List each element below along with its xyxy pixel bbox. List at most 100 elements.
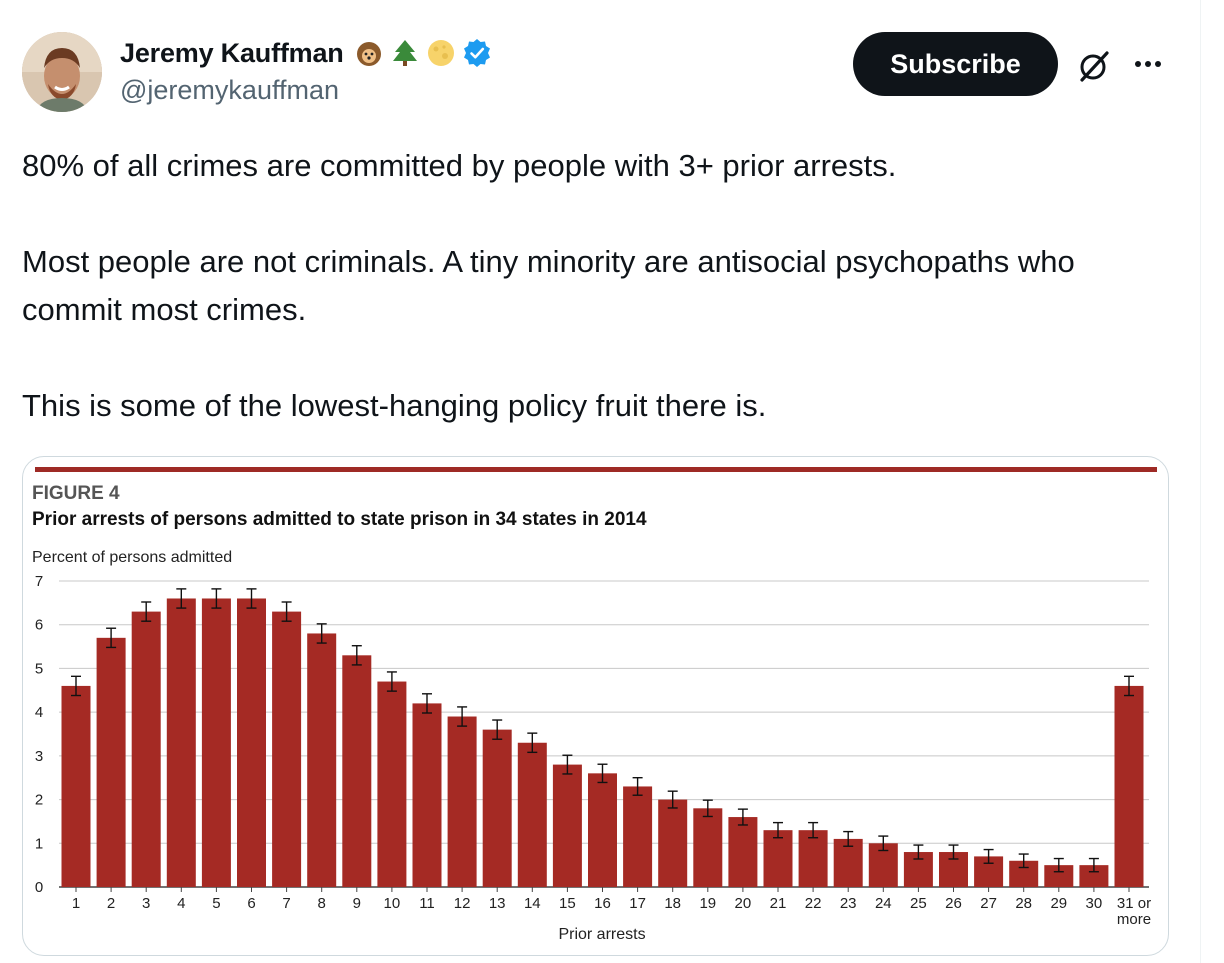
bar-20	[728, 817, 758, 887]
bar-17	[623, 786, 653, 887]
bar-18	[658, 799, 688, 887]
error-bar	[71, 675, 81, 697]
bar-29	[1044, 865, 1074, 887]
x-tick-label: 31 or more	[1117, 895, 1151, 928]
x-tick-label: 12	[454, 895, 471, 912]
evergreen-tree-icon	[392, 40, 417, 66]
avatar[interactable]	[22, 32, 102, 112]
bars	[61, 588, 1144, 887]
x-tick-label: 22	[805, 895, 822, 912]
x-tick-label: 28	[1015, 895, 1032, 912]
x-tick-label: 29	[1050, 895, 1067, 912]
error-bar	[141, 601, 152, 622]
bar-30	[1079, 865, 1109, 887]
x-tick-label: 23	[840, 895, 857, 912]
error-bar	[316, 623, 327, 644]
tweet-paragraph: 80% of all crimes are committed by peopl…	[22, 148, 897, 183]
bar-19	[693, 808, 723, 887]
bar-13	[482, 729, 512, 887]
error-bar	[106, 627, 117, 649]
x-tick-label: 30	[1086, 895, 1103, 912]
full-moon-icon	[427, 40, 454, 66]
bar-14	[517, 742, 547, 887]
error-bar	[1018, 853, 1029, 869]
verified-badge-icon[interactable]	[462, 38, 492, 68]
x-tick-label: 14	[524, 895, 541, 912]
error-bar	[1088, 857, 1099, 873]
x-tick-label: 19	[699, 895, 716, 912]
y-tick-label: 2	[35, 792, 43, 809]
bar-21	[763, 830, 793, 887]
y-tick-label: 0	[35, 879, 43, 896]
error-bar	[702, 799, 713, 818]
error-bar	[913, 844, 924, 860]
tweet-paragraph: This is some of the lowest-hanging polic…	[22, 388, 767, 423]
x-tick-label: 5	[212, 895, 220, 912]
bar-12	[447, 716, 477, 887]
bar-31-or-more	[1114, 685, 1144, 887]
chart-title: Prior arrests of persons admitted to sta…	[32, 509, 647, 530]
error-bar	[948, 844, 959, 860]
bar-chart: FIGURE 4 Prior arrests of persons admitt…	[32, 467, 1157, 943]
y-tick-label: 4	[35, 704, 43, 721]
avatar-image	[22, 32, 102, 112]
bar-6	[237, 598, 266, 887]
author-handle[interactable]: @jeremykauffman	[120, 75, 339, 105]
x-tick-label: 11	[419, 895, 435, 912]
error-bar	[597, 763, 608, 784]
x-tick-label: 13	[489, 895, 506, 912]
x-tick-labels: 1 2 3 4 5 6 7 8 9 10 11 12 13 14 15 16 17 18 19 20 21 22 23 24 2…	[72, 887, 1151, 928]
error-bar	[351, 645, 362, 666]
error-bar	[457, 706, 468, 727]
error-bar	[773, 821, 783, 839]
y-tick-label: 5	[35, 660, 43, 677]
error-bar	[386, 671, 397, 692]
x-tick-label: 8	[318, 895, 326, 912]
x-tick-label: 18	[664, 895, 681, 912]
author-name[interactable]: Jeremy Kauffman	[120, 37, 344, 68]
error-bar	[878, 835, 889, 852]
x-tick-label: 27	[980, 895, 997, 912]
x-tick-label: 6	[247, 895, 255, 912]
error-bar	[527, 732, 538, 754]
error-bar	[808, 821, 819, 839]
bar-9	[342, 655, 372, 887]
y-tick-label: 6	[35, 617, 43, 634]
x-tick-label: 15	[559, 895, 576, 912]
x-tick-label: 3	[142, 895, 150, 912]
bar-7	[272, 611, 302, 887]
tweet-paragraph: Most people are not criminals. A tiny mi…	[22, 244, 1075, 327]
x-tick-label: 2	[107, 895, 115, 912]
bar-4	[166, 598, 196, 887]
grok-icon[interactable]	[1076, 48, 1112, 84]
bar-5	[201, 598, 231, 887]
bar-15	[552, 764, 582, 887]
bar-10	[377, 681, 407, 887]
tweet-media-image[interactable]: FIGURE 4 Prior arrests of persons admitt…	[22, 456, 1169, 956]
timeline-divider	[1200, 0, 1201, 963]
bar-3	[131, 611, 161, 887]
error-bar	[492, 719, 503, 740]
error-bar	[667, 790, 678, 809]
error-bar	[176, 588, 187, 609]
bar-2	[96, 637, 126, 887]
y-axis-label: Percent of persons admitted	[32, 549, 232, 566]
author-name-row: Jeremy Kauffman	[120, 34, 492, 72]
figure-label: FIGURE 4	[32, 483, 120, 504]
tweet-text: 80% of all crimes are committed by peopl…	[22, 142, 1182, 430]
x-tick-label: 16	[594, 895, 611, 912]
error-bar	[632, 776, 643, 796]
y-tick-label: 3	[35, 748, 43, 765]
bar-22	[798, 830, 828, 887]
x-axis-label: Prior arrests	[558, 926, 645, 943]
y-tick-label: 7	[35, 573, 43, 590]
more-icon[interactable]	[1130, 52, 1166, 76]
error-bar	[1124, 675, 1134, 697]
error-bar	[211, 588, 222, 609]
subscribe-button[interactable]: Subscribe	[853, 32, 1058, 96]
bar-8	[307, 633, 337, 887]
x-tick-label: 4	[177, 895, 185, 912]
x-tick-label: 25	[910, 895, 927, 912]
x-tick-label: 26	[945, 895, 962, 912]
x-tick-label: 17	[629, 895, 646, 912]
